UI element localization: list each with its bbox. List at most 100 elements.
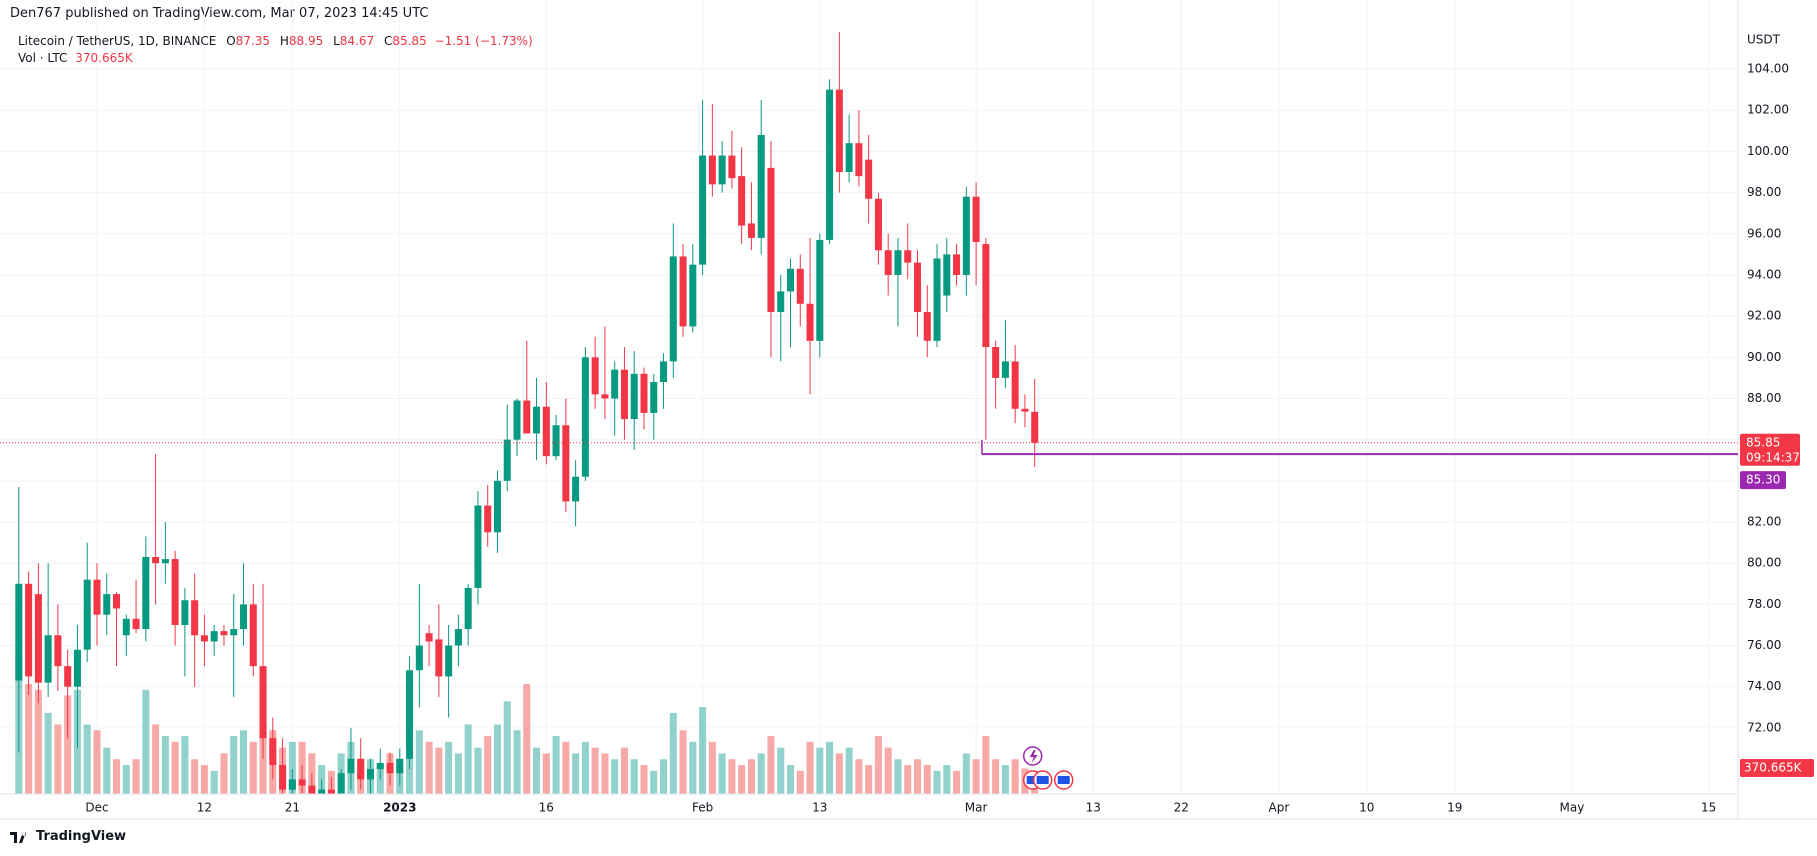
candle-body [581,357,589,477]
candle-body [542,406,550,457]
volume-bar [435,747,443,794]
volume-bar [630,759,638,794]
candle-body [249,604,257,667]
candle-body [728,155,736,179]
candle-body [288,779,296,790]
candle-body [493,480,501,533]
volume-bar [747,759,755,794]
candle-body [982,244,990,348]
volume-bar [64,695,72,794]
volume-bar [181,736,189,794]
y-tick-label: 80.00 [1747,556,1781,570]
candle-body [806,303,814,341]
hline-label: 85.30 [1746,473,1780,487]
volume-bar [904,765,912,794]
volume-bar [464,724,472,794]
brand: TradingView [36,829,127,844]
legend-key: L [333,34,340,48]
hline-tag [1740,471,1786,490]
volume-bar [601,753,609,794]
volume-bar [503,701,511,794]
event-icon [1029,750,1038,763]
brand-logo [10,831,27,843]
candle-body [318,789,326,794]
y-tick-label: 98.00 [1747,185,1781,199]
candle-body [953,254,961,275]
volume-bar [484,736,492,794]
candle-body [64,666,72,687]
volume-bar [884,747,892,794]
candle-body [650,382,658,413]
volume-bar [249,741,257,794]
candle-body [620,369,628,420]
candle-body [718,155,726,185]
volume-bar [679,730,687,794]
candle-body [200,635,208,642]
overlay-layer: 72.0074.0076.0078.0080.0082.0084.0086.00… [0,0,1817,820]
volume-tag-label: 370.665K [1744,761,1803,775]
candle-body [210,631,218,642]
candle-body [464,587,472,630]
candle-body [630,373,638,420]
volume-title: Vol · LTC [18,51,68,65]
candle-body [230,629,238,636]
candle-body [552,425,560,457]
candle-body [327,789,335,794]
volume-value: 370.665K [75,51,133,65]
legend-change: −1.51 [434,34,472,48]
legend-open: 87.35 [235,34,271,48]
candle-body [767,167,775,313]
candle-body [1021,408,1029,412]
legend-change-pct: (−1.73%) [475,34,533,48]
candle-body [865,159,873,199]
volume-bar [220,753,228,794]
candle-layer [15,32,1039,794]
event-icon [1057,776,1070,784]
volume-bar [200,765,208,794]
y-tick-label: 104.00 [1747,62,1789,76]
candle-body [259,666,267,739]
candle-body [161,559,169,564]
event-icon [1036,776,1049,784]
candle-body [103,594,111,615]
candle-body [171,559,179,625]
x-tick-label: 13 [1086,801,1101,815]
y-axis-unit: USDT [1747,33,1781,47]
legend-price-row: Litecoin / TetherUS, 1D, BINANCE O87.35 … [18,33,533,50]
volume-bar [25,683,33,794]
candle-body [113,594,121,609]
candle-body [445,645,453,677]
candle-body [73,649,81,687]
volume-bar [689,741,697,794]
x-tick-label: May [1560,801,1585,815]
candle-body [757,134,765,238]
candle-body [122,618,130,636]
volume-bar [44,712,52,794]
candle-body [1011,361,1019,409]
candle-body [474,505,482,588]
volume-bar [786,765,795,794]
volume-bar [493,724,501,794]
volume-bar [259,724,267,794]
candle-body [562,425,570,502]
volume-bar [132,759,140,794]
candle-body [406,670,414,759]
candle-body [366,769,375,780]
volume-bar [415,730,423,794]
volume-bar [855,759,863,794]
candle-body [523,400,531,434]
candle-body [279,764,287,790]
x-tick-label: 2023 [383,801,416,815]
candle-body [34,594,42,683]
candle-body [337,773,345,794]
candle-body [689,264,697,327]
event-icon [1026,776,1039,784]
volume-bar [191,759,199,794]
volume-bar [611,759,619,794]
candle-body [923,312,931,341]
legend: Litecoin / TetherUS, 1D, BINANCE O87.35 … [18,33,533,67]
candle-body [181,600,189,625]
volume-bar [972,759,980,794]
candle-body [894,250,902,275]
